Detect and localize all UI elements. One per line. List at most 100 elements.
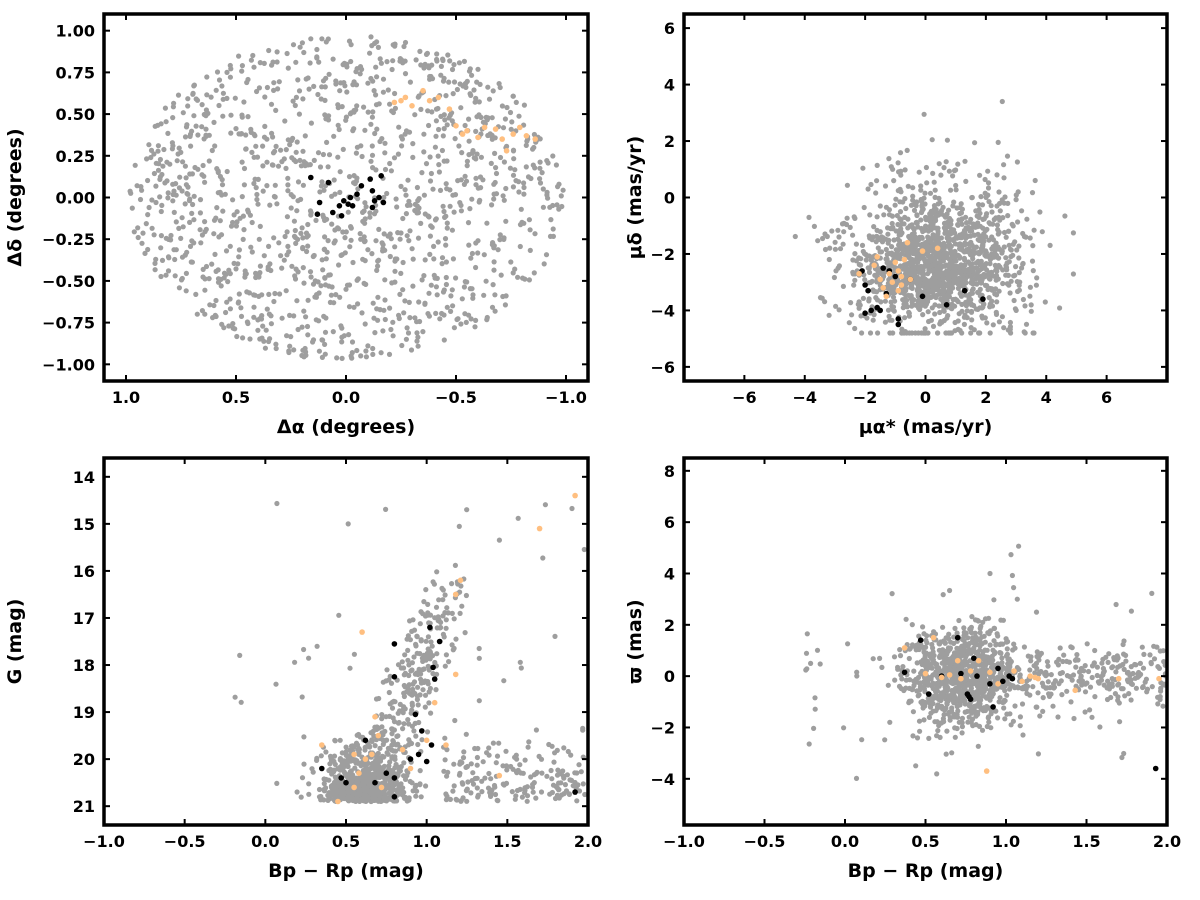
field-star-point xyxy=(187,133,193,139)
field-star-point xyxy=(420,687,426,693)
field-star-point xyxy=(858,313,864,319)
field-star-point xyxy=(901,330,907,336)
field-star-point xyxy=(245,207,251,213)
field-star-point xyxy=(336,612,342,618)
field-star-point xyxy=(459,760,465,766)
field-star-point xyxy=(442,592,448,598)
field-star-point xyxy=(337,780,343,786)
field-star-point xyxy=(903,273,909,279)
field-star-point xyxy=(512,167,518,173)
field-star-point xyxy=(457,610,463,617)
field-star-point xyxy=(936,161,942,167)
field-star-point xyxy=(420,611,426,617)
field-star-point xyxy=(307,269,314,275)
field-star-point xyxy=(1117,719,1123,725)
field-star-point xyxy=(308,274,314,280)
field-star-point xyxy=(489,115,495,121)
field-star-point xyxy=(441,208,447,215)
field-star-point xyxy=(985,180,992,186)
field-star-point xyxy=(291,347,297,353)
field-star-point xyxy=(451,616,457,622)
field-star-point xyxy=(971,232,978,238)
field-star-point xyxy=(398,665,404,671)
field-star-point xyxy=(212,143,218,149)
field-star-point xyxy=(869,237,875,243)
field-star-point xyxy=(873,190,879,196)
field-star-point xyxy=(297,44,303,50)
field-star-point xyxy=(249,149,255,155)
field-star-point xyxy=(408,710,414,716)
field-star-point xyxy=(263,327,269,333)
field-star-point xyxy=(967,252,974,258)
field-star-point xyxy=(405,177,411,183)
field-star-point xyxy=(408,668,414,674)
field-star-point xyxy=(440,57,446,64)
field-star-point xyxy=(396,124,402,130)
member-star-point xyxy=(880,265,886,271)
field-star-point xyxy=(461,749,467,755)
field-star-point xyxy=(961,625,967,631)
field-star-point xyxy=(994,631,1000,637)
field-star-point xyxy=(1030,243,1036,249)
member-star-point xyxy=(358,183,365,189)
field-star-point xyxy=(276,240,282,246)
field-star-point xyxy=(420,658,426,665)
field-star-point xyxy=(351,109,357,115)
field-star-point xyxy=(194,311,200,317)
field-star-point xyxy=(475,66,481,72)
field-star-point xyxy=(440,78,447,84)
field-star-point xyxy=(467,206,473,212)
field-star-point xyxy=(439,310,445,317)
field-star-point xyxy=(527,227,533,233)
field-star-point xyxy=(417,651,423,657)
field-star-point xyxy=(524,798,530,804)
field-star-point xyxy=(274,201,280,207)
field-star-point xyxy=(341,80,347,86)
field-star-point xyxy=(919,204,925,210)
field-star-point xyxy=(946,256,953,262)
member-star-point xyxy=(376,194,382,201)
field-star-point xyxy=(299,324,305,330)
member-star-point xyxy=(892,273,899,280)
field-star-point xyxy=(473,264,479,271)
field-star-point xyxy=(822,299,828,305)
field-star-point xyxy=(986,295,992,301)
member-star-point xyxy=(349,203,356,209)
field-star-point xyxy=(305,221,311,228)
field-star-point xyxy=(848,300,854,306)
field-star-point xyxy=(872,272,878,278)
field-star-point xyxy=(162,105,168,111)
field-star-point xyxy=(322,329,329,335)
member-star-point xyxy=(356,770,362,776)
field-star-point xyxy=(983,248,989,254)
field-star-point xyxy=(142,250,148,256)
field-star-point xyxy=(412,201,418,207)
field-star-point xyxy=(969,288,975,294)
field-star-point xyxy=(350,259,356,266)
field-star-point xyxy=(559,203,565,210)
member-star-point xyxy=(423,758,430,765)
field-star-point xyxy=(376,226,382,232)
field-star-point xyxy=(401,760,407,766)
field-star-point xyxy=(497,232,503,238)
field-star-point xyxy=(1019,208,1025,214)
field-star-point xyxy=(208,94,214,100)
field-star-point xyxy=(908,294,914,300)
field-star-point xyxy=(370,797,376,803)
field-star-point xyxy=(890,226,896,232)
field-star-point xyxy=(867,330,874,336)
field-star-point xyxy=(982,282,989,288)
field-star-point xyxy=(285,65,291,71)
member-star-point xyxy=(428,742,435,748)
field-star-point xyxy=(497,84,503,91)
field-star-point xyxy=(165,268,172,274)
field-star-point xyxy=(437,187,444,193)
field-star-point xyxy=(985,715,991,721)
field-star-point xyxy=(331,779,338,786)
field-star-point xyxy=(152,123,158,129)
field-star-point xyxy=(389,731,395,737)
field-star-point xyxy=(389,108,395,114)
field-star-point xyxy=(191,193,197,199)
field-star-point xyxy=(219,177,225,183)
field-star-point xyxy=(824,233,830,240)
